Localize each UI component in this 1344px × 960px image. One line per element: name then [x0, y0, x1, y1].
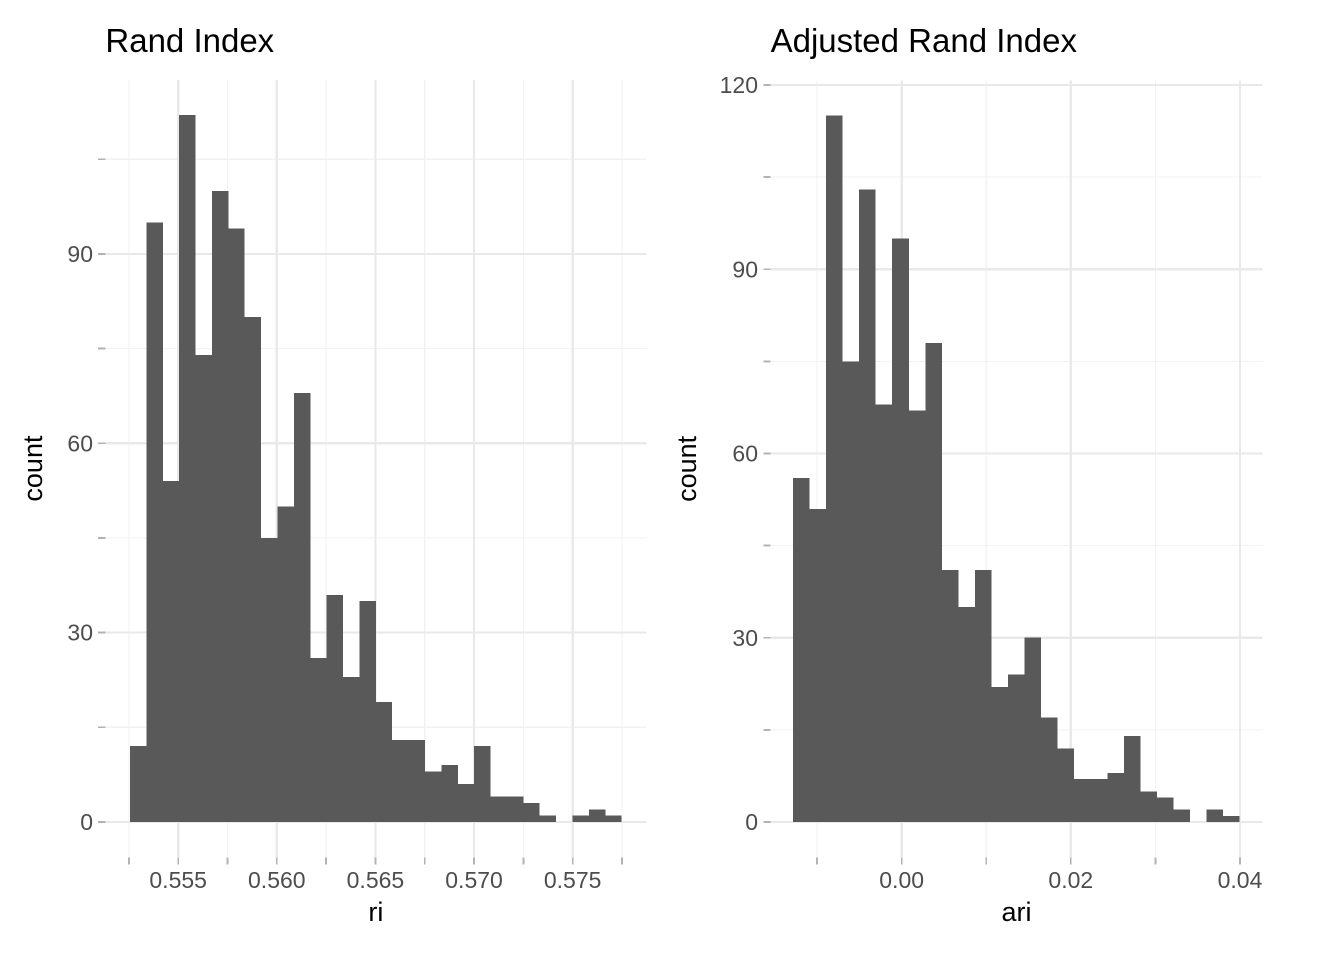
x-tick-label: 0.565 — [347, 867, 405, 893]
histogram-bar — [1223, 815, 1240, 822]
ari-x-axis-title: ari — [1001, 897, 1031, 927]
histogram-bar — [588, 809, 606, 822]
histogram-bar — [211, 190, 229, 822]
histogram-bar — [539, 815, 557, 822]
histogram-bar — [809, 508, 827, 822]
histogram-bar — [974, 570, 992, 822]
histogram-bar — [408, 739, 426, 822]
y-tick-label: 60 — [732, 441, 758, 467]
histogram-bar — [842, 361, 860, 822]
y-tick-label: 30 — [732, 625, 758, 651]
y-tick-label: 0 — [745, 809, 758, 835]
y-tick-label: 0 — [80, 809, 93, 835]
ri-axis-ticks — [98, 158, 623, 865]
histogram-bar — [277, 506, 294, 822]
histogram-bar — [572, 815, 589, 822]
ri-y-axis-title: count — [18, 435, 48, 502]
histogram-bar — [1206, 809, 1224, 822]
histogram-bar — [958, 607, 975, 822]
histogram-bar — [1156, 797, 1174, 822]
x-tick-label: 0.560 — [248, 867, 306, 893]
histogram-bar — [490, 796, 507, 822]
ri-tick-labels: 0.555 0.560 0.565 0.570 0.575 0 30 60 90 — [67, 241, 601, 893]
histogram-bar — [392, 739, 409, 822]
ari-tick-labels: 0.00 0.02 0.04 0 30 60 90 120 — [720, 72, 1263, 893]
histogram-bar — [1140, 791, 1157, 822]
x-tick-label: 0.570 — [445, 867, 503, 893]
histogram-bar — [875, 404, 893, 822]
ari-chart-title: Adjusted Rand Index — [771, 22, 1078, 59]
x-tick-label: 0.555 — [149, 867, 207, 893]
histogram-bar — [146, 222, 163, 822]
histogram-bar — [129, 746, 147, 822]
histogram-bar — [359, 601, 376, 822]
histogram-bar — [326, 594, 344, 822]
rand-index-chart: 0.555 0.560 0.565 0.570 0.575 0 30 60 90 Rand In… — [18, 22, 647, 927]
x-tick-label: 0.575 — [544, 867, 602, 893]
histogram-bar — [425, 771, 442, 822]
histogram-bar — [228, 228, 245, 822]
histogram-bar — [179, 115, 196, 822]
histogram-bar — [1008, 674, 1025, 822]
histogram-bar — [1057, 748, 1075, 822]
x-tick-label: 0.04 — [1218, 867, 1263, 893]
histogram-bar — [343, 676, 360, 822]
histogram-bar — [859, 189, 876, 822]
histogram-bar — [991, 686, 1009, 822]
y-tick-label: 120 — [720, 72, 758, 98]
histogram-bar — [375, 702, 393, 822]
y-tick-label: 90 — [732, 256, 758, 282]
histogram-bar — [792, 478, 810, 822]
histogram-bar — [261, 537, 278, 822]
histogram-bar — [523, 803, 540, 822]
histogram-bar — [457, 784, 475, 822]
histogram-bar — [195, 354, 212, 822]
histogram-bar — [1041, 717, 1058, 822]
histogram-bar — [892, 238, 909, 822]
histogram-bar — [826, 115, 843, 822]
histogram-bar — [162, 481, 180, 822]
histogram-bar — [1090, 778, 1108, 822]
histogram-bar — [908, 410, 926, 822]
ari-histogram-bars — [792, 115, 1240, 822]
y-tick-label: 90 — [67, 241, 93, 267]
histogram-bar — [441, 765, 458, 822]
x-tick-label: 0.00 — [879, 867, 924, 893]
histogram-bar — [1123, 736, 1141, 822]
ri-histogram-bars — [129, 115, 622, 822]
histogram-bar — [310, 657, 327, 822]
y-tick-label: 60 — [67, 430, 93, 456]
adjusted-rand-index-chart: 0.00 0.02 0.04 0 30 60 90 120 Adjusted Rand Ind… — [672, 22, 1263, 927]
histogram-bar — [1107, 772, 1124, 822]
histogram-bar — [1173, 809, 1191, 822]
histogram-bar — [605, 815, 622, 822]
x-tick-label: 0.02 — [1048, 867, 1093, 893]
histogram-bar — [1074, 778, 1091, 822]
histogram-bar — [925, 342, 942, 822]
histogram-bar — [506, 796, 524, 822]
histogram-bar — [293, 392, 311, 822]
histogram-bar — [474, 746, 491, 822]
histogram-bar — [1024, 637, 1042, 822]
histogram-bar — [941, 570, 959, 822]
ri-chart-title: Rand Index — [105, 22, 274, 59]
y-tick-label: 30 — [67, 620, 93, 646]
histogram-bar — [244, 317, 262, 822]
ari-axis-ticks — [763, 84, 1241, 865]
ari-y-axis-title: count — [672, 435, 702, 502]
ri-x-axis-title: ri — [368, 897, 383, 927]
